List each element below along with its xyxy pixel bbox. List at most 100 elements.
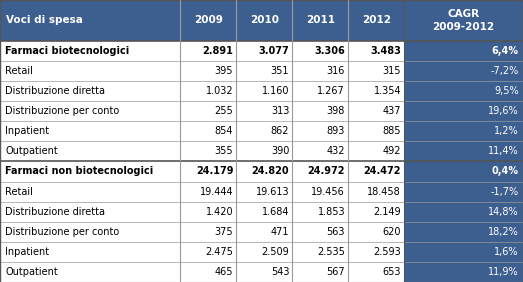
Bar xyxy=(404,182,523,202)
Bar xyxy=(292,0,348,41)
Bar xyxy=(404,141,523,161)
Text: 390: 390 xyxy=(271,146,289,157)
Text: 316: 316 xyxy=(327,66,345,76)
Bar xyxy=(404,101,523,121)
Text: 313: 313 xyxy=(271,106,289,116)
Text: 11,9%: 11,9% xyxy=(488,267,519,277)
Text: 1.684: 1.684 xyxy=(262,207,289,217)
Bar xyxy=(404,121,523,141)
Text: 885: 885 xyxy=(383,126,401,136)
Bar xyxy=(0,262,404,282)
Text: -1,7%: -1,7% xyxy=(491,187,519,197)
Text: 471: 471 xyxy=(271,227,289,237)
Text: 19.444: 19.444 xyxy=(200,187,233,197)
Bar xyxy=(404,41,523,61)
Text: 18,2%: 18,2% xyxy=(488,227,519,237)
Text: 14,8%: 14,8% xyxy=(488,207,519,217)
Text: 1,2%: 1,2% xyxy=(494,126,519,136)
Text: 24.179: 24.179 xyxy=(196,166,233,177)
Bar xyxy=(236,0,292,41)
Text: Voci di spesa: Voci di spesa xyxy=(6,16,83,25)
Text: 1.853: 1.853 xyxy=(317,207,345,217)
Text: 854: 854 xyxy=(215,126,233,136)
Bar xyxy=(0,81,404,101)
Text: Distribuzione per conto: Distribuzione per conto xyxy=(5,227,119,237)
Text: 620: 620 xyxy=(383,227,401,237)
Text: 6,4%: 6,4% xyxy=(492,46,519,56)
Text: 375: 375 xyxy=(214,227,233,237)
Bar xyxy=(404,61,523,81)
Bar xyxy=(0,0,180,41)
Text: 24.472: 24.472 xyxy=(363,166,401,177)
Text: 24.820: 24.820 xyxy=(252,166,289,177)
Bar xyxy=(348,0,404,41)
Text: 3.077: 3.077 xyxy=(258,46,289,56)
Bar xyxy=(0,41,404,61)
Text: 653: 653 xyxy=(383,267,401,277)
Text: 1,6%: 1,6% xyxy=(494,247,519,257)
Text: 9,5%: 9,5% xyxy=(494,86,519,96)
Bar xyxy=(0,161,404,182)
Text: Inpatient: Inpatient xyxy=(5,126,49,136)
Text: 2011: 2011 xyxy=(306,16,335,25)
Bar xyxy=(0,182,404,202)
Text: 465: 465 xyxy=(215,267,233,277)
Text: 2009: 2009 xyxy=(194,16,223,25)
Text: 24.972: 24.972 xyxy=(308,166,345,177)
Text: 567: 567 xyxy=(326,267,345,277)
Text: 893: 893 xyxy=(327,126,345,136)
Text: 2.891: 2.891 xyxy=(202,46,233,56)
Text: 2.475: 2.475 xyxy=(206,247,233,257)
Text: 19,6%: 19,6% xyxy=(488,106,519,116)
Bar xyxy=(404,222,523,242)
Bar xyxy=(180,0,236,41)
Bar xyxy=(404,81,523,101)
Text: 437: 437 xyxy=(383,106,401,116)
Bar xyxy=(404,262,523,282)
Text: Outpatient: Outpatient xyxy=(5,146,58,157)
Bar xyxy=(0,101,404,121)
Text: 1.032: 1.032 xyxy=(206,86,233,96)
Bar xyxy=(404,242,523,262)
Text: 18.458: 18.458 xyxy=(367,187,401,197)
Bar xyxy=(404,0,523,41)
Text: Farmaci non biotecnologici: Farmaci non biotecnologici xyxy=(5,166,153,177)
Text: 395: 395 xyxy=(215,66,233,76)
Text: 492: 492 xyxy=(383,146,401,157)
Text: 862: 862 xyxy=(271,126,289,136)
Text: Inpatient: Inpatient xyxy=(5,247,49,257)
Text: 432: 432 xyxy=(327,146,345,157)
Text: Outpatient: Outpatient xyxy=(5,267,58,277)
Text: 543: 543 xyxy=(271,267,289,277)
Text: Distribuzione diretta: Distribuzione diretta xyxy=(5,86,105,96)
Bar xyxy=(0,121,404,141)
Text: 3.483: 3.483 xyxy=(370,46,401,56)
Text: 19.613: 19.613 xyxy=(256,187,289,197)
Text: 398: 398 xyxy=(327,106,345,116)
Text: CAGR
2009-2012: CAGR 2009-2012 xyxy=(433,9,495,32)
Text: 19.456: 19.456 xyxy=(311,187,345,197)
Text: Distribuzione diretta: Distribuzione diretta xyxy=(5,207,105,217)
Bar xyxy=(0,141,404,161)
Text: 2010: 2010 xyxy=(250,16,279,25)
Bar xyxy=(404,161,523,182)
Bar xyxy=(0,222,404,242)
Text: 2012: 2012 xyxy=(362,16,391,25)
Bar xyxy=(0,242,404,262)
Text: 0,4%: 0,4% xyxy=(492,166,519,177)
Text: 1.160: 1.160 xyxy=(262,86,289,96)
Text: 11,4%: 11,4% xyxy=(488,146,519,157)
Text: 351: 351 xyxy=(271,66,289,76)
Text: Farmaci biotecnologici: Farmaci biotecnologici xyxy=(5,46,130,56)
Text: 3.306: 3.306 xyxy=(314,46,345,56)
Text: -7,2%: -7,2% xyxy=(491,66,519,76)
Text: Retail: Retail xyxy=(5,66,33,76)
Text: 2.509: 2.509 xyxy=(262,247,289,257)
Text: 315: 315 xyxy=(383,66,401,76)
Text: 2.535: 2.535 xyxy=(317,247,345,257)
Text: 563: 563 xyxy=(327,227,345,237)
Text: 1.354: 1.354 xyxy=(373,86,401,96)
Text: 1.420: 1.420 xyxy=(206,207,233,217)
Text: 255: 255 xyxy=(214,106,233,116)
Text: Retail: Retail xyxy=(5,187,33,197)
